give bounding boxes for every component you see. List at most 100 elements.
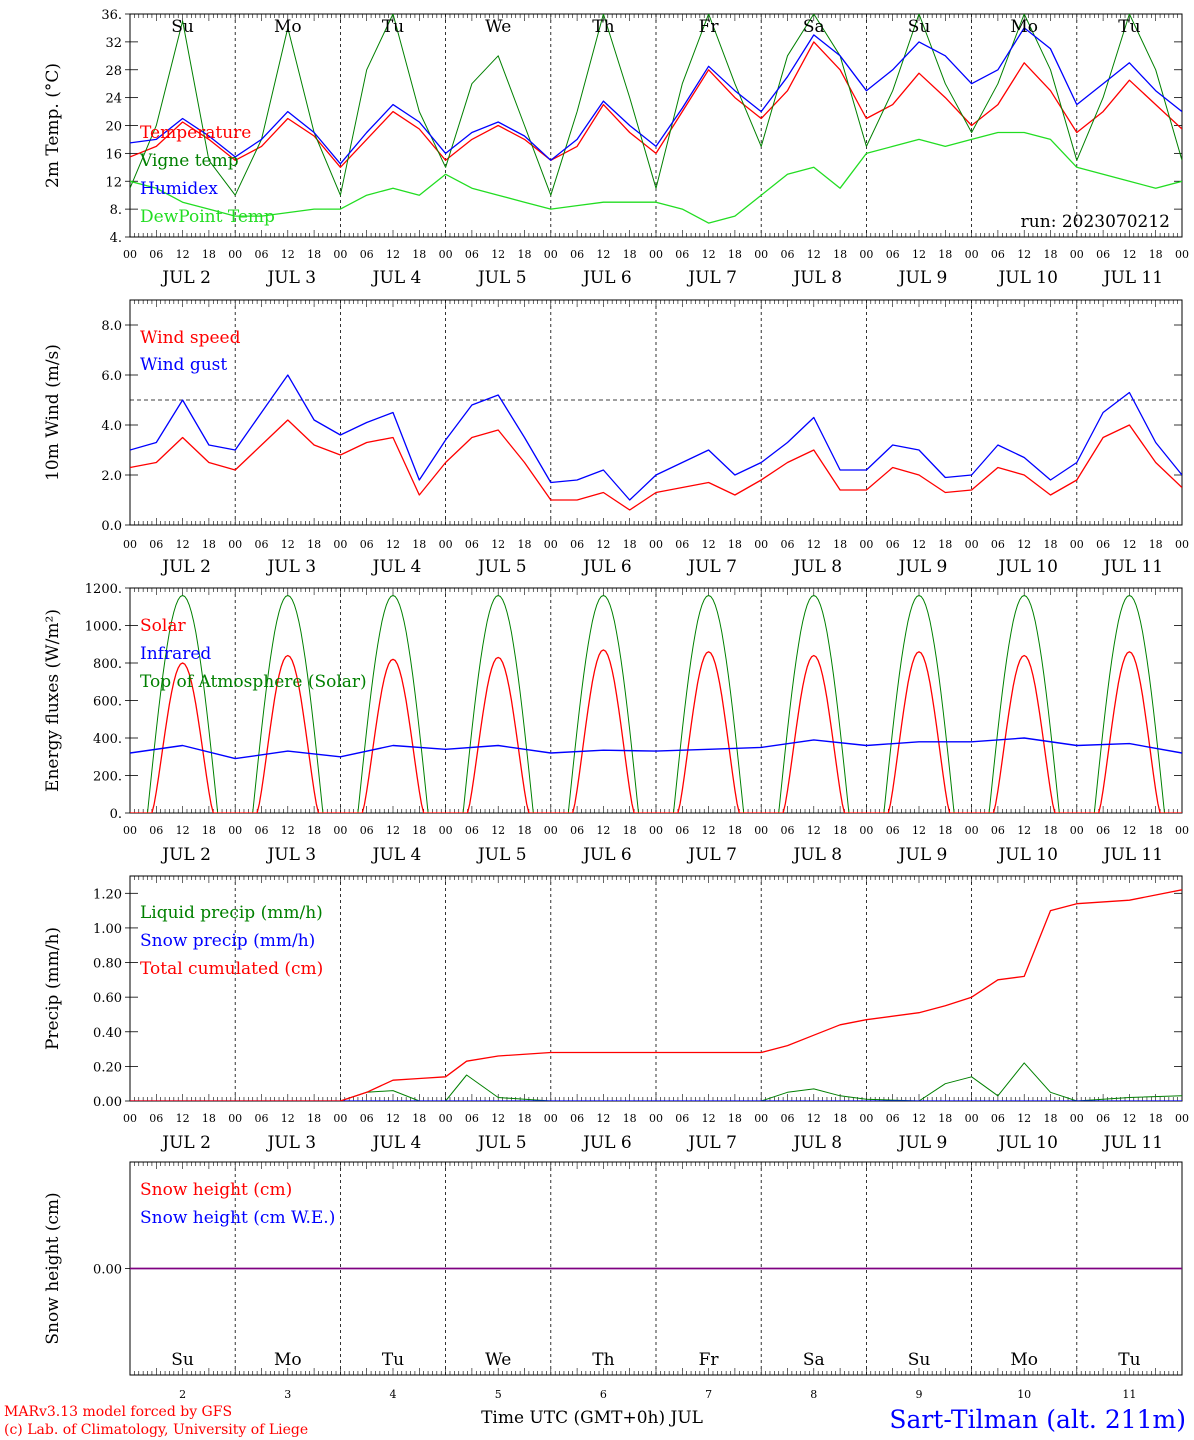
solar-line	[1076, 651, 1182, 813]
y-axis-label: Energy fluxes (W/m²)	[43, 609, 63, 792]
hour-label: 00	[123, 1112, 137, 1125]
hour-label: 18	[1149, 538, 1163, 551]
hour-label: 06	[781, 248, 795, 261]
hour-label: 00	[859, 538, 873, 551]
hour-label: 12	[1122, 538, 1136, 551]
hour-label: 06	[570, 1112, 584, 1125]
y-tick-label: 0.00	[93, 1095, 122, 1110]
y-tick-label: 0.80	[93, 957, 122, 972]
hour-label: 12	[1017, 824, 1031, 837]
hour-label: 00	[859, 824, 873, 837]
y-tick-label: 20	[105, 120, 122, 135]
hour-label: 00	[123, 248, 137, 261]
hour-label: 00	[649, 248, 663, 261]
toa-solar-line	[340, 595, 446, 813]
hour-label: 06	[360, 538, 374, 551]
hour-label: 06	[781, 824, 795, 837]
y-tick-label: 24	[105, 92, 122, 107]
hour-label: 18	[518, 248, 532, 261]
hour-label: 18	[728, 1112, 742, 1125]
hour-label: 00	[439, 538, 453, 551]
hour-label: 06	[991, 1112, 1005, 1125]
hour-label: 12	[912, 248, 926, 261]
hour-label: 00	[1175, 824, 1189, 837]
hour-label: 18	[202, 248, 216, 261]
toa-solar-line	[235, 595, 341, 813]
hour-label: 12	[1122, 248, 1136, 261]
humidex-line	[130, 27, 1182, 165]
y-tick-label: 0.20	[93, 1060, 122, 1075]
hour-label: 06	[991, 824, 1005, 837]
day-number: 5	[495, 1388, 502, 1401]
day-name: Th	[592, 17, 614, 37]
hour-label: 00	[1070, 248, 1084, 261]
panel-frame	[129, 587, 1183, 814]
date-label: JUL 8	[791, 268, 842, 288]
date-label: JUL 8	[791, 557, 842, 577]
hour-label: 00	[1175, 248, 1189, 261]
hour-label: 00	[333, 1112, 347, 1125]
hour-label: 06	[465, 824, 479, 837]
hour-label: 12	[176, 1112, 190, 1125]
hour-label: 12	[1017, 1112, 1031, 1125]
date-label: JUL 6	[581, 845, 632, 865]
hour-label: 06	[570, 248, 584, 261]
day-name: Tu	[382, 17, 404, 37]
hour-label: 12	[491, 1112, 505, 1125]
day-name: Su	[171, 1350, 194, 1370]
hour-label: 18	[938, 824, 952, 837]
hour-label: 18	[833, 538, 847, 551]
toa-solar-line	[130, 595, 236, 813]
hour-label: 18	[623, 1112, 637, 1125]
hour-label: 00	[333, 824, 347, 837]
y-tick-label: 0.60	[93, 991, 122, 1006]
date-label: JUL 9	[897, 557, 948, 577]
day-name: Mo	[1010, 1350, 1038, 1370]
y-axis-label: Snow height (cm)	[43, 1192, 63, 1344]
hour-label: 12	[807, 538, 821, 551]
hour-label: 00	[228, 248, 242, 261]
date-label: JUL 11	[1102, 557, 1163, 577]
y-tick-label: 12	[105, 175, 122, 190]
hour-label: 00	[1175, 538, 1189, 551]
toa-solar-line	[656, 595, 762, 813]
hour-label: 18	[938, 248, 952, 261]
date-label: JUL 10	[996, 845, 1057, 865]
station-label: Sart-Tilman (alt. 211m)	[889, 1405, 1186, 1434]
hour-label: 00	[754, 248, 768, 261]
day-number: 10	[1017, 1388, 1031, 1401]
hour-label: 06	[781, 538, 795, 551]
y-axis-label: 10m Wind (m/s)	[43, 344, 63, 481]
hour-label: 12	[386, 1112, 400, 1125]
hour-label: 06	[360, 824, 374, 837]
day-number: 2	[179, 1388, 186, 1401]
day-name: Su	[908, 17, 931, 37]
date-label: JUL 9	[897, 845, 948, 865]
legend-entry: Liquid precip (mm/h)	[140, 903, 323, 923]
wind-speed-line	[130, 419, 1182, 511]
legend-entry: Temperature	[140, 123, 251, 143]
hour-label: 18	[728, 248, 742, 261]
hour-label: 06	[675, 1112, 689, 1125]
panel-frame	[129, 299, 1183, 526]
hour-label: 18	[728, 538, 742, 551]
hour-label: 06	[465, 538, 479, 551]
hour-label: 18	[1044, 248, 1058, 261]
y-tick-label: 0.0	[101, 519, 122, 534]
hour-label: 00	[754, 538, 768, 551]
day-name: Fr	[699, 1350, 720, 1370]
hour-label: 18	[412, 248, 426, 261]
hour-label: 12	[176, 538, 190, 551]
date-label: JUL 5	[476, 1133, 527, 1153]
day-number: 11	[1122, 1388, 1136, 1401]
hour-label: 12	[807, 824, 821, 837]
hour-label: 06	[465, 248, 479, 261]
hour-label: 12	[1017, 538, 1031, 551]
hour-label: 18	[623, 538, 637, 551]
hour-label: 12	[912, 1112, 926, 1125]
hour-label: 06	[465, 1112, 479, 1125]
hour-label: 12	[386, 824, 400, 837]
dewpoint-temp-line	[130, 131, 1182, 224]
hour-label: 00	[439, 1112, 453, 1125]
wind-gust-line	[130, 374, 1182, 501]
